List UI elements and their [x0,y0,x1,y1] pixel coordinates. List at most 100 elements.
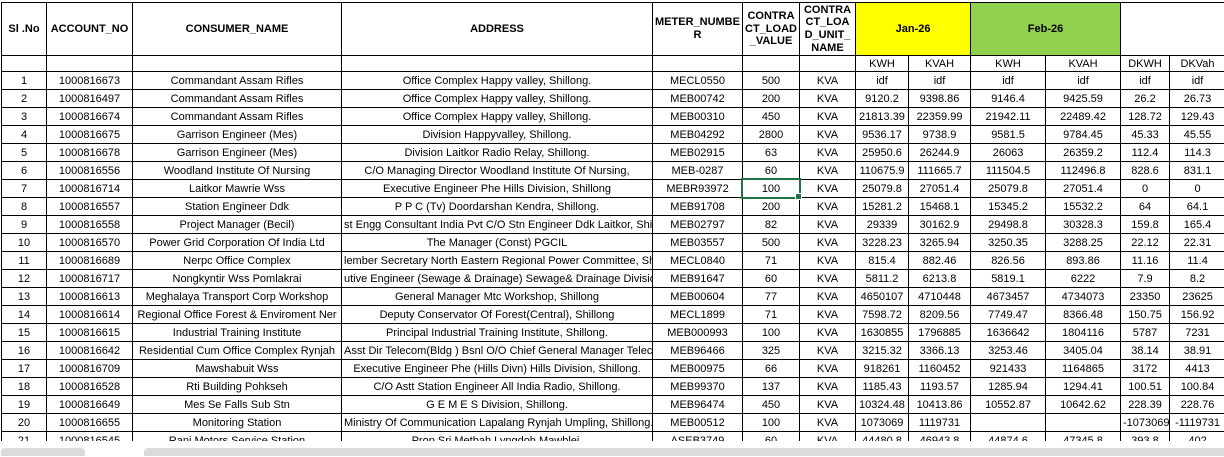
cell-load[interactable]: 500 [742,71,800,90]
cell-dkvah[interactable]: 8.2 [1169,269,1224,288]
cell-dkwh[interactable]: 22.12 [1120,233,1171,252]
cell-feb-kwh[interactable]: 25079.8 [970,179,1047,198]
cell-address[interactable]: Executive Engineer Phe (Hills Divn) Hill… [341,359,653,378]
cell-jan-kwh[interactable]: 4650107 [855,287,909,306]
cell-sl[interactable]: 4 [1,125,47,144]
sub-header-feb-kvah[interactable]: KVAH [1045,55,1122,72]
cell-meter[interactable]: MECL0840 [652,251,743,270]
cell-consumer[interactable]: Nerpc Office Complex [132,251,342,270]
cell-consumer[interactable]: Woodland Institute Of Nursing [132,161,342,180]
cell-dkvah[interactable]: 23625 [1169,287,1224,306]
cell-consumer[interactable]: Power Grid Corporation Of India Ltd [132,233,342,252]
sub-header-feb-kwh[interactable]: KWH [970,55,1047,72]
cell-meter[interactable]: MEB00742 [652,89,743,108]
cell-feb-kvah[interactable]: 30328.3 [1045,215,1122,234]
cell-dkvah[interactable]: 114.3 [1169,143,1224,162]
cell-dkvah[interactable]: 100.84 [1169,377,1224,396]
cell-sl[interactable]: 16 [1,341,47,360]
cell-dkvah[interactable]: 38.91 [1169,341,1224,360]
cell-sl[interactable]: 3 [1,107,47,126]
cell-unit[interactable]: KVA [799,233,856,252]
cell-sl[interactable]: 17 [1,359,47,378]
cell-unit[interactable]: KVA [799,251,856,270]
cell-dkvah[interactable]: 165.4 [1169,215,1224,234]
cell-address[interactable]: Deputy Conservator Of Forest(Central), S… [341,305,653,324]
cell-jan-kvah[interactable]: 26244.9 [907,143,972,162]
cell-feb-kwh[interactable]: 26063 [970,143,1047,162]
cell-feb-kvah[interactable]: 893.86 [1045,251,1122,270]
cell-account[interactable]: 1000816613 [46,287,133,306]
header-consumer-name[interactable]: CONSUMER_NAME [132,2,342,56]
cell-feb-kvah[interactable]: 1164865 [1045,359,1122,378]
cell-address[interactable]: P P C (Tv) Doordarshan Kendra, Shillong. [341,197,653,216]
cell-unit[interactable]: KVA [799,107,856,126]
cell-consumer[interactable]: Meghalaya Transport Corp Workshop [132,287,342,306]
cell-consumer[interactable]: Commandant Assam Rifles [132,107,342,126]
cell-jan-kwh[interactable]: 815.4 [855,251,909,270]
cell-load[interactable]: 60 [742,161,800,180]
cell-load[interactable]: 200 [742,89,800,108]
cell-jan-kwh[interactable]: 25950.6 [855,143,909,162]
cell-feb-kvah[interactable]: 22489.42 [1045,107,1122,126]
cell-meter[interactable]: MECL0550 [652,71,743,90]
cell-consumer[interactable]: Mawshabuit Wss [132,359,342,378]
cell-sl[interactable]: 14 [1,305,47,324]
cell-feb-kvah[interactable]: 9784.45 [1045,125,1122,144]
cell-load[interactable]: 500 [742,233,800,252]
cell-address[interactable]: lember Secretary North Eastern Regional … [341,251,653,270]
cell-jan-kvah[interactable]: 111665.7 [907,161,972,180]
cell-unit[interactable]: KVA [799,125,856,144]
sub-header-jan-kvah[interactable]: KVAH [907,55,972,72]
cell-unit[interactable]: KVA [799,287,856,306]
cell-address[interactable]: utive Engineer (Sewage & Drainage) Sewag… [341,269,653,288]
cell-jan-kwh[interactable]: 7598.72 [855,305,909,324]
cell-load[interactable]: 63 [742,143,800,162]
cell-feb-kwh[interactable]: 4673457 [970,287,1047,306]
cell-sl[interactable]: 10 [1,233,47,252]
cell-dkvah[interactable]: 26.73 [1169,89,1224,108]
cell-meter[interactable]: MEB96466 [652,341,743,360]
cell-address[interactable]: Division Happyvalley, Shillong. [341,125,653,144]
cell-account[interactable]: 1000816675 [46,125,133,144]
cell-sl[interactable]: 20 [1,413,47,432]
cell-unit[interactable]: KVA [799,269,856,288]
cell-meter[interactable]: MEB04292 [652,125,743,144]
cell-address[interactable]: General Manager Mtc Workshop, Shillong [341,287,653,306]
cell-feb-kwh[interactable]: 10552.87 [970,395,1047,414]
cell-consumer[interactable]: Mes Se Falls Sub Stn [132,395,342,414]
cell-address[interactable]: st Engg Consultant India Pvt C/O Stn Eng… [341,215,653,234]
cell-sl[interactable]: 19 [1,395,47,414]
cell-account[interactable]: 1000816557 [46,197,133,216]
cell-feb-kvah[interactable]: 1294.41 [1045,377,1122,396]
cell-jan-kwh[interactable]: 15281.2 [855,197,909,216]
cell-consumer[interactable]: Laitkor Mawrie Wss [132,179,342,198]
cell-jan-kwh[interactable]: 29339 [855,215,909,234]
cell-consumer[interactable]: Commandant Assam Rifles [132,71,342,90]
cell-dkvah[interactable]: 228.76 [1169,395,1224,414]
cell-account[interactable]: 1000816678 [46,143,133,162]
cell-account[interactable]: 1000816528 [46,377,133,396]
cell-dkwh[interactable]: 3172 [1120,359,1171,378]
cell-jan-kvah[interactable]: idf [907,71,972,90]
cell-jan-kwh[interactable]: 110675.9 [855,161,909,180]
cell-feb-kvah[interactable]: 1804116 [1045,323,1122,342]
cell-jan-kwh[interactable]: 1185.43 [855,377,909,396]
cell-account[interactable]: 1000816642 [46,341,133,360]
cell-feb-kvah[interactable] [1045,413,1122,432]
cell-dkwh[interactable]: 228.39 [1120,395,1171,414]
cell-load[interactable]: 71 [742,305,800,324]
cell-consumer[interactable]: Nongkyntir Wss Pomlakrai [132,269,342,288]
cell-sl[interactable]: 9 [1,215,47,234]
cell-address[interactable]: Asst Dir Telecom(Bldg ) Bsnl O/O Chief G… [341,341,653,360]
header-jan-26[interactable]: Jan-26 [854,2,972,56]
header-meter-number[interactable]: METER_NUMBER [652,2,743,56]
cell-unit[interactable]: KVA [799,377,856,396]
cell-dkwh[interactable]: 100.51 [1120,377,1171,396]
cell-jan-kwh[interactable]: 3228.23 [855,233,909,252]
cell-account[interactable]: 1000816655 [46,413,133,432]
cell-meter[interactable]: MEB91647 [652,269,743,288]
cell-dkwh[interactable]: 828.6 [1120,161,1171,180]
sub-header-blank-cell[interactable] [799,55,856,72]
cell-load[interactable]: 325 [742,341,800,360]
cell-jan-kvah[interactable]: 4710448 [907,287,972,306]
